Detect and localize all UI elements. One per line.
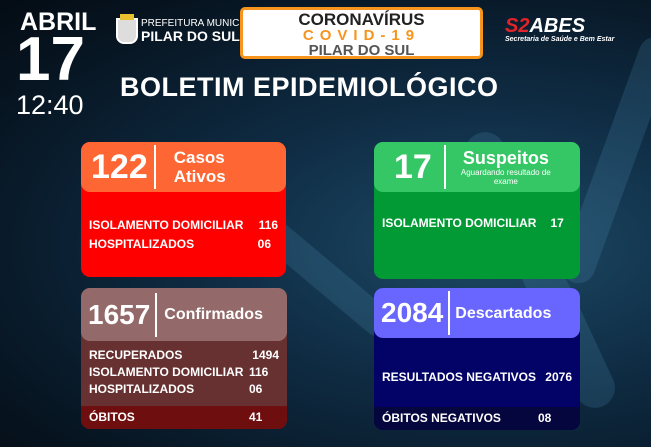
card-suspeitos: 17 Suspeitos Aguardando resultado de exam… bbox=[374, 142, 580, 279]
row-value: 06 bbox=[257, 237, 271, 251]
ativos-row: ISOLAMENTO DOMICILIAR 116 bbox=[81, 216, 286, 235]
row-label: RESULTADOS NEGATIVOS bbox=[382, 370, 537, 384]
sabes-prefix: S2 bbox=[505, 15, 530, 37]
prefeitura-line1: PREFEITURA MUNICIPAL bbox=[141, 18, 261, 29]
row-label: ÓBITOS bbox=[89, 410, 135, 424]
sabes-name: ABES bbox=[529, 15, 586, 37]
sabes-sub: Secretaria de Saúde e Bem Estar bbox=[505, 36, 615, 43]
time: 12:40 bbox=[16, 90, 84, 120]
row-label: ISOLAMENTO DOMICILIAR bbox=[382, 216, 537, 230]
row-value: 08 bbox=[538, 411, 552, 425]
ativos-row: HOSPITALIZADOS 06 bbox=[81, 235, 286, 254]
row-label: ÓBITOS NEGATIVOS bbox=[382, 411, 501, 425]
row-label: HOSPITALIZADOS bbox=[89, 237, 195, 251]
prefeitura-logo: PREFEITURA MUNICIPAL PILAR DO SUL bbox=[116, 14, 261, 44]
banner-line3: PILAR DO SUL bbox=[308, 42, 415, 59]
suspeitos-sub: Aguardando resultado de exame bbox=[460, 167, 551, 186]
crest-icon bbox=[116, 14, 138, 44]
date-month: ABRIL bbox=[20, 8, 97, 36]
page-title: BOLETIM EPIDEMIOLÓGICO bbox=[120, 72, 499, 102]
row-label: ISOLAMENTO DOMICILIAR bbox=[89, 365, 244, 379]
confirmados-label: Confirmados bbox=[164, 306, 263, 323]
row-value: 17 bbox=[550, 216, 564, 230]
confirmados-row: ISOLAMENTO DOMICILIAR 116 bbox=[81, 364, 287, 381]
row-value: 116 bbox=[249, 365, 269, 379]
confirmados-count: 1657 bbox=[81, 292, 158, 337]
descartados-row: RESULTADOS NEGATIVOS 2076 bbox=[374, 370, 580, 384]
row-value: 06 bbox=[249, 382, 263, 396]
card-casos-ativos: 122 Casos Ativos ISOLAMENTO DOMICILIAR 116… bbox=[81, 142, 286, 277]
descartados-count: 2084 bbox=[374, 291, 451, 335]
ativos-count: 122 bbox=[81, 145, 156, 189]
confirmados-row: HOSPITALIZADOS 06 bbox=[81, 381, 287, 398]
suspeitos-count: 17 bbox=[374, 145, 446, 189]
covid-banner: CORONAVÍRUS COVID-19 PILAR DO SUL bbox=[240, 7, 483, 59]
banner-line2: COVID-19 bbox=[302, 27, 421, 44]
suspeitos-row: ISOLAMENTO DOMICILIAR 17 bbox=[374, 216, 580, 230]
ativos-label2: Ativos bbox=[173, 167, 226, 186]
obitos-row: ÓBITOS 41 bbox=[81, 406, 287, 429]
card-confirmados: 1657 Confirmados RECUPERADOS 1494 ISOLAME… bbox=[81, 288, 287, 429]
obitos-negativos-row: ÓBITOS NEGATIVOS 08 bbox=[374, 407, 580, 430]
row-label: RECUPERADOS bbox=[89, 348, 183, 362]
descartados-label: Descartados bbox=[455, 304, 552, 322]
suspeitos-label: Suspeitos bbox=[462, 147, 549, 168]
date-day: 17 bbox=[16, 25, 85, 94]
row-value: 41 bbox=[249, 410, 263, 424]
prefeitura-line2: PILAR DO SUL bbox=[141, 28, 240, 44]
row-value: 2076 bbox=[545, 370, 572, 384]
row-value: 1494 bbox=[252, 348, 279, 362]
row-value: 116 bbox=[258, 218, 278, 232]
banner-line1: CORONAVÍRUS bbox=[298, 10, 425, 29]
confirmados-row: RECUPERADOS 1494 bbox=[81, 347, 287, 364]
row-label: HOSPITALIZADOS bbox=[89, 382, 195, 396]
ativos-label1: Casos bbox=[173, 148, 225, 167]
row-label: ISOLAMENTO DOMICILIAR bbox=[89, 218, 244, 232]
sabes-logo: S2ABES Secretaria de Saúde e Bem Estar bbox=[505, 16, 614, 44]
card-descartados: 2084 Descartados RESULTADOS NEGATIVOS 207… bbox=[374, 288, 580, 430]
